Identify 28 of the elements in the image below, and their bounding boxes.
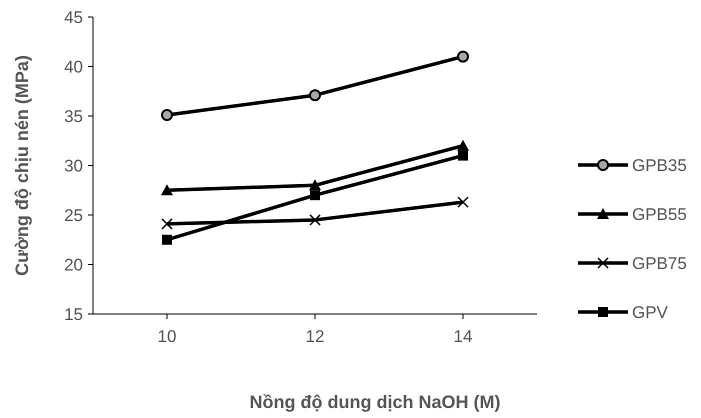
legend-label: GPB35 (632, 156, 687, 175)
point (161, 184, 173, 196)
y-tick-label: 45 (64, 8, 83, 27)
point (309, 179, 321, 190)
point (161, 218, 173, 230)
y-tick-label: 25 (64, 206, 83, 225)
y-tick-label: 20 (64, 255, 83, 274)
point (457, 196, 469, 208)
y-tick-label: 35 (64, 106, 83, 126)
point (309, 89, 321, 102)
y-axis-title: Cường độ chịu nén (MPa) (12, 55, 32, 276)
point (310, 190, 320, 200)
y-tick-label: 40 (64, 57, 83, 76)
point (161, 109, 173, 122)
x-tick-label: 12 (306, 327, 324, 346)
point (457, 140, 469, 151)
point (457, 50, 469, 63)
x-tick-label: 14 (454, 327, 472, 346)
y-tick-label: 15 (64, 304, 83, 324)
legend-label: GPB55 (632, 204, 687, 224)
point (309, 214, 321, 226)
point (458, 150, 468, 161)
point (162, 234, 172, 245)
x-tick-label: 10 (158, 327, 176, 346)
legend-label: GPB75 (632, 254, 687, 273)
y-tick-label: 30 (64, 156, 83, 176)
legend-label: GPV (632, 302, 669, 322)
x-axis-title: Nồng độ dung dịch NaOH (M) (250, 392, 500, 412)
